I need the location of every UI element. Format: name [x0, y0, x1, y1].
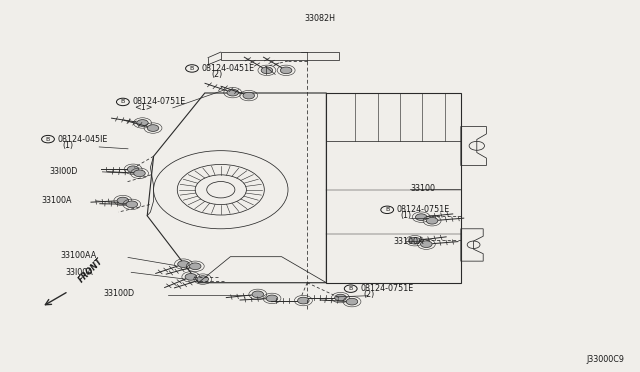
Circle shape: [420, 241, 432, 247]
Text: (2): (2): [211, 70, 223, 79]
Circle shape: [117, 197, 129, 204]
Circle shape: [147, 125, 159, 131]
Text: B: B: [121, 99, 125, 105]
Text: B: B: [385, 207, 389, 212]
Text: 08124-045lE: 08124-045lE: [58, 135, 108, 144]
Circle shape: [189, 263, 201, 270]
Circle shape: [252, 291, 264, 298]
Text: (2): (2): [364, 290, 375, 299]
Circle shape: [137, 120, 148, 126]
Circle shape: [127, 166, 139, 173]
Text: FRONT: FRONT: [77, 257, 105, 285]
Circle shape: [126, 201, 138, 208]
Text: <1>: <1>: [134, 103, 153, 112]
Text: 33100: 33100: [411, 185, 436, 193]
Circle shape: [197, 276, 209, 282]
Circle shape: [426, 217, 438, 224]
Circle shape: [185, 273, 196, 280]
Circle shape: [134, 170, 145, 177]
Text: J33000C9: J33000C9: [586, 355, 624, 364]
Text: (1): (1): [400, 211, 411, 220]
Text: 33l00A: 33l00A: [66, 268, 93, 277]
Text: 33l00D: 33l00D: [50, 167, 78, 176]
Text: B: B: [190, 66, 194, 71]
Circle shape: [261, 67, 273, 74]
Text: 33100A: 33100A: [42, 196, 72, 205]
Text: 08124-0751E: 08124-0751E: [397, 205, 450, 214]
Text: 33100AA: 33100AA: [61, 251, 97, 260]
Circle shape: [178, 261, 189, 267]
Circle shape: [335, 294, 346, 301]
Text: B: B: [349, 286, 353, 291]
Circle shape: [415, 214, 427, 221]
Text: 33100A: 33100A: [394, 237, 424, 246]
Text: 33100D: 33100D: [104, 289, 135, 298]
Text: 33082H: 33082H: [305, 14, 335, 23]
Circle shape: [266, 295, 278, 302]
Circle shape: [243, 92, 255, 99]
Text: 08124-0751E: 08124-0751E: [360, 284, 413, 293]
Circle shape: [409, 237, 420, 244]
Text: 08124-0751E: 08124-0751E: [132, 97, 186, 106]
Circle shape: [227, 89, 239, 96]
Circle shape: [346, 298, 358, 305]
Text: 08124-0451E: 08124-0451E: [202, 64, 255, 73]
Text: (1): (1): [63, 141, 74, 150]
Text: B: B: [46, 137, 50, 142]
Circle shape: [280, 67, 292, 74]
Circle shape: [298, 297, 309, 304]
